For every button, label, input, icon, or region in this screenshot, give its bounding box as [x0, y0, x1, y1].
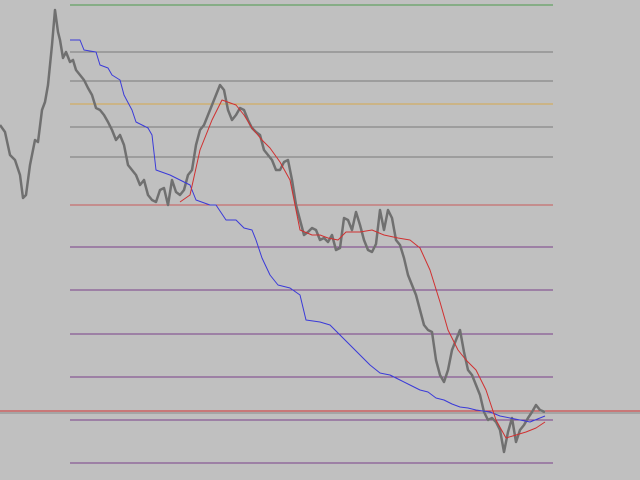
series-lines: [0, 8, 546, 454]
level-lines: [70, 4, 553, 464]
series-blue-line: [70, 39, 546, 423]
series-red-line: [179, 99, 546, 439]
series-price: [0, 8, 546, 454]
